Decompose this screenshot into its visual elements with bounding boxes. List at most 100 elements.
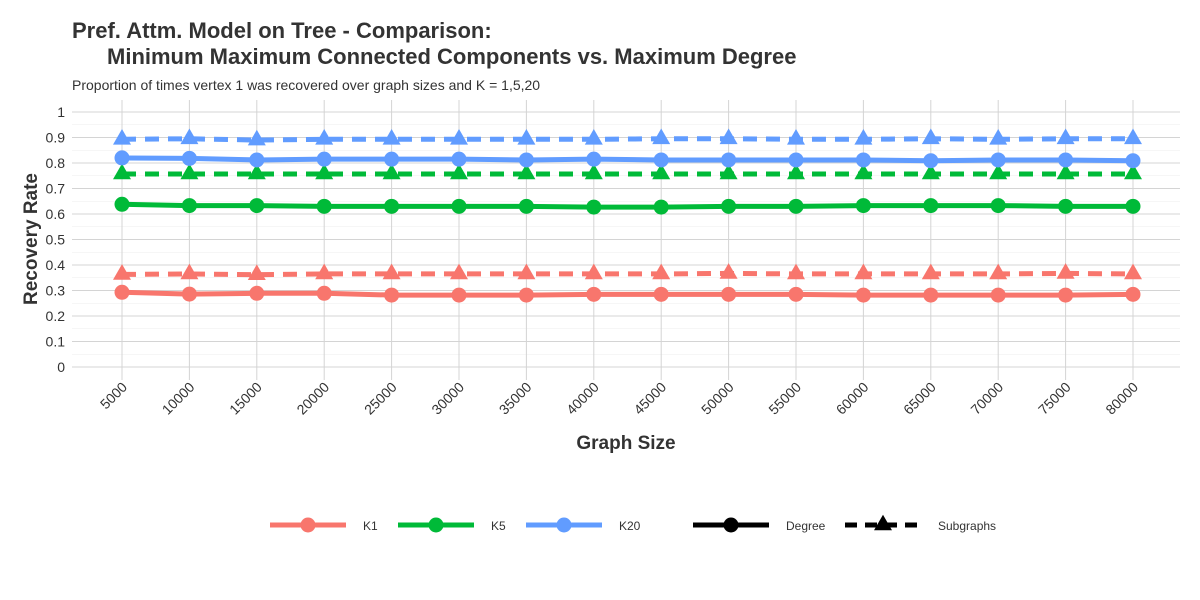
data-point-triangle: [1124, 263, 1142, 280]
x-tick-label: 80000: [1102, 379, 1141, 418]
data-point-triangle: [989, 163, 1008, 180]
legend-label: K5: [491, 519, 506, 533]
data-point-circle: [451, 198, 467, 214]
data-point-circle: [316, 151, 332, 167]
data-point-triangle: [1124, 128, 1142, 145]
legend-key-marker: [556, 517, 572, 533]
data-point-circle: [923, 198, 939, 214]
data-point-triangle: [787, 163, 805, 180]
data-point-triangle: [113, 128, 131, 145]
chart-title-line-2: Minimum Maximum Connected Components vs.…: [107, 44, 796, 69]
data-point-triangle: [1056, 128, 1075, 145]
data-point-triangle: [517, 163, 536, 180]
data-point-triangle: [719, 128, 738, 145]
y-tick-label: 0.8: [46, 155, 66, 171]
data-point-triangle: [921, 128, 940, 145]
data-point-circle: [1058, 152, 1074, 168]
data-point-triangle: [652, 163, 671, 180]
data-point-circle: [316, 285, 332, 301]
series-line: [121, 155, 1134, 164]
y-tick-label: 0.5: [46, 232, 66, 248]
y-tick-label: 0.2: [46, 308, 66, 324]
legend-item-degree: Degree: [693, 517, 826, 533]
data-point-triangle: [719, 163, 738, 180]
data-point-circle: [181, 286, 197, 302]
data-point-triangle: [450, 128, 468, 145]
data-point-circle: [181, 198, 197, 214]
data-point-circle: [316, 198, 332, 214]
data-point-circle: [923, 153, 939, 169]
data-point-triangle: [652, 263, 671, 280]
series-k5-degree: [114, 196, 1141, 215]
x-tick-label: 60000: [833, 379, 872, 418]
legend-item-subgraphs: Subgraphs: [845, 514, 996, 533]
data-point-circle: [114, 284, 130, 300]
legend-item-k5: K5: [398, 517, 506, 533]
data-point-circle: [384, 198, 400, 214]
data-point-circle: [181, 150, 197, 166]
data-point-triangle: [450, 263, 468, 280]
data-point-triangle: [247, 264, 266, 280]
x-tick-label: 45000: [630, 379, 669, 418]
y-tick-label: 0.6: [46, 206, 66, 222]
y-tick-label: 0.1: [46, 334, 66, 350]
data-point-circle: [249, 152, 265, 168]
legend-item-k1: K1: [270, 517, 378, 533]
data-point-triangle: [315, 163, 334, 180]
data-point-circle: [788, 198, 804, 214]
y-tick-label: 0.9: [46, 130, 66, 146]
data-point-circle: [1125, 198, 1141, 214]
legend-label: Degree: [786, 519, 826, 533]
data-point-triangle: [854, 263, 873, 280]
legend-key-marker: [723, 517, 739, 533]
x-tick-label: 20000: [293, 379, 332, 418]
data-point-circle: [990, 152, 1006, 168]
data-point-triangle: [989, 263, 1008, 280]
data-point-circle: [586, 286, 602, 302]
series-k20-degree: [114, 150, 1141, 169]
legend: K1 K5 K20 Degree Subgraphs: [270, 514, 996, 533]
y-tick-label: 0: [57, 359, 65, 375]
y-tick-label: 0.4: [46, 257, 66, 273]
legend-label: Subgraphs: [938, 519, 996, 533]
data-point-triangle: [315, 263, 334, 280]
data-point-triangle: [180, 163, 199, 180]
data-point-triangle: [1056, 263, 1075, 279]
data-point-circle: [855, 152, 871, 168]
data-point-triangle: [652, 128, 671, 145]
data-point-circle: [586, 151, 602, 167]
data-point-circle: [923, 287, 939, 303]
data-point-circle: [384, 287, 400, 303]
data-point-circle: [990, 287, 1006, 303]
data-point-triangle: [382, 263, 401, 280]
data-point-circle: [586, 199, 602, 215]
data-point-circle: [114, 196, 130, 212]
data-point-circle: [249, 285, 265, 301]
x-tick-label: 30000: [428, 379, 467, 418]
data-point-triangle: [382, 163, 401, 180]
x-axis-tick-labels: 5000 10000 15000 20000 25000 30000 35000 40000 4…: [97, 379, 1141, 418]
data-point-circle: [788, 152, 804, 168]
data-point-triangle: [180, 263, 199, 280]
legend-label: K20: [619, 519, 641, 533]
data-point-triangle: [584, 263, 603, 280]
data-point-circle: [653, 152, 669, 168]
data-point-triangle: [584, 128, 603, 145]
data-point-triangle: [247, 163, 266, 180]
series-line: [121, 201, 1133, 210]
legend-item-k20: K20: [526, 517, 641, 533]
y-axis-tick-labels: 0 0.1 0.2 0.3 0.4 0.5 0.6 0.7 0.8 0.9 1: [46, 104, 66, 375]
x-tick-label: 25000: [361, 379, 400, 418]
chart-title-line-1: Pref. Attm. Model on Tree - Comparison:: [72, 18, 492, 43]
data-point-circle: [990, 198, 1006, 214]
data-point-triangle: [854, 163, 873, 180]
data-point-circle: [653, 286, 669, 302]
data-point-triangle: [719, 263, 738, 279]
data-point-circle: [855, 198, 871, 214]
data-point-circle: [518, 152, 534, 168]
chart-subtitle: Proportion of times vertex 1 was recover…: [72, 77, 540, 93]
data-point-circle: [1125, 153, 1141, 169]
data-point-triangle: [1056, 163, 1075, 180]
data-point-circle: [1058, 198, 1074, 214]
